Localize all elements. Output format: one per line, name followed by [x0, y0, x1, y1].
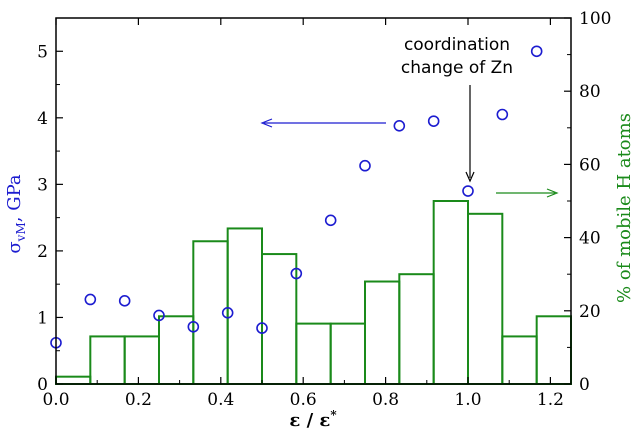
stress-point: [187, 320, 200, 333]
x-tick-label: 0.8: [372, 390, 399, 410]
x-tick-label: 0.4: [207, 390, 234, 410]
y-left-tick-label: 0: [37, 375, 48, 395]
stress-point: [393, 120, 406, 132]
right-y-axis-title: % of mobile H atoms: [614, 113, 635, 303]
arrow-left-head: [260, 118, 273, 128]
y-right-tick-label: 20: [579, 302, 601, 322]
histogram-bar: [89, 335, 126, 386]
stress-point: [359, 159, 371, 172]
histogram-bar: [398, 273, 435, 386]
y-right-tick-label: 60: [579, 155, 601, 175]
stress-point: [256, 322, 268, 334]
x-tick-label: 0.6: [290, 390, 317, 410]
y-right-tick-label: 40: [579, 229, 601, 249]
x-tick-label: 0.2: [125, 390, 152, 410]
stress-point: [84, 293, 97, 306]
stress-point: [118, 295, 131, 307]
x-tick-label: 1.2: [537, 390, 564, 410]
stress-point: [290, 267, 303, 280]
y-right-tick-label: 80: [579, 82, 601, 102]
stress-point: [530, 45, 543, 58]
y-left-tick-label: 4: [37, 109, 48, 129]
x-axis-title: ε / ε*: [289, 408, 337, 431]
y-left-tick-label: 5: [37, 42, 48, 62]
histogram-bar: [535, 315, 573, 386]
stress-point: [462, 185, 474, 197]
stress-point: [324, 214, 337, 227]
histogram-bar: [432, 200, 469, 385]
annotation-coordination-line1: coordination: [404, 35, 510, 55]
histogram-bar: [467, 212, 504, 385]
histogram-bar: [55, 375, 92, 385]
histogram-bar: [329, 322, 366, 385]
right-y-axis-ticks: 0 20 40 60 80 100: [564, 9, 611, 395]
left-y-axis-ticks: 0 1 2 3 4 5: [37, 42, 63, 395]
histogram-bar: [123, 335, 160, 386]
histogram-bar: [226, 227, 264, 385]
stress-point: [153, 309, 165, 322]
y-left-tick-label: 1: [37, 308, 48, 328]
histogram-bar: [501, 335, 538, 386]
y-left-tick-label: 3: [37, 175, 48, 195]
x-tick-label: 0.0: [42, 390, 69, 410]
annotation-coordination-line2: change of Zn: [401, 58, 513, 78]
left-y-axis-title: σvM, GPa: [4, 174, 28, 254]
stress-point: [427, 115, 440, 127]
arrow-right-head: [546, 188, 559, 198]
y-left-tick-label: 2: [37, 242, 48, 262]
x-tick-label: 1.0: [454, 390, 481, 410]
x-axis-ticks: 0.0 0.2 0.4 0.6 0.8 1.0 1.2: [42, 18, 564, 410]
y-right-tick-label: 100: [579, 9, 611, 29]
histogram-bar: [364, 280, 401, 385]
histogram-bar: [295, 322, 332, 385]
bar-series-mobile-h: [55, 200, 573, 386]
stress-point: [221, 306, 234, 319]
y-right-tick-label: 0: [579, 375, 590, 395]
stress-point: [496, 108, 509, 121]
annotation-arrow-down-head: [465, 171, 475, 183]
